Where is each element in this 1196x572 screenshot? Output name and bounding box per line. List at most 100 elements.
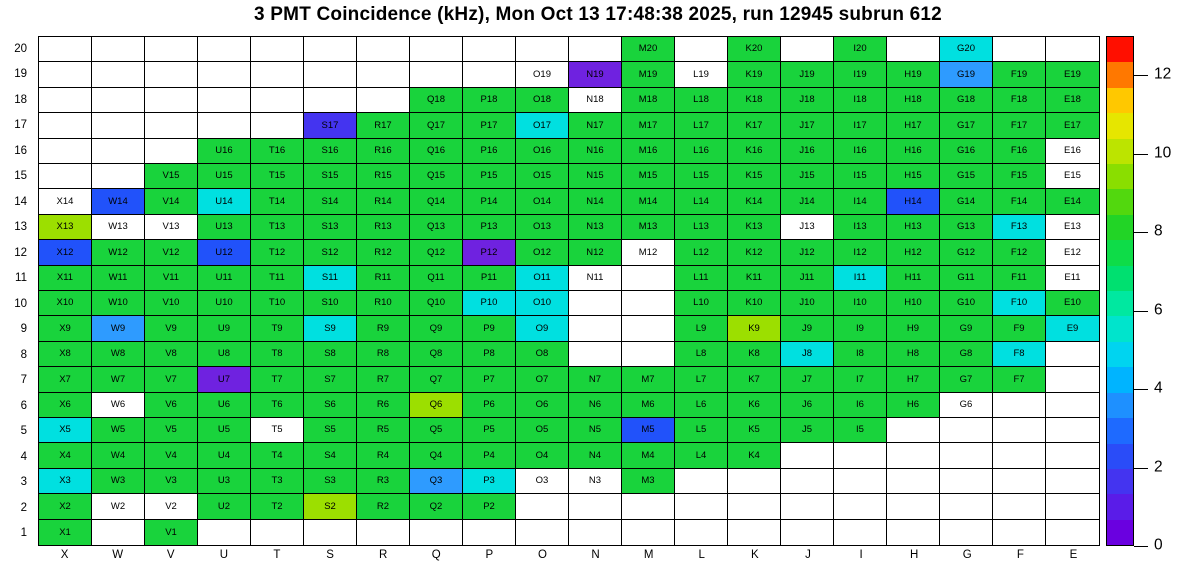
colorbar-band <box>1107 189 1133 215</box>
heatmap-cell <box>198 113 251 139</box>
colorbar-band <box>1107 468 1133 495</box>
heatmap-cell: E14 <box>1046 189 1099 215</box>
heatmap-cell <box>304 62 357 88</box>
heatmap-cell: K17 <box>728 113 781 139</box>
heatmap-cell <box>198 519 251 545</box>
heatmap-cell: T6 <box>251 392 304 418</box>
heatmap-cell <box>993 392 1046 418</box>
heatmap-cell: X5 <box>39 417 92 444</box>
heatmap-cell: X2 <box>39 494 92 520</box>
colorbar-tick <box>1134 389 1148 391</box>
heatmap-cell <box>993 37 1046 63</box>
heatmap-cell: F9 <box>993 316 1046 342</box>
heatmap-cell: Q18 <box>410 87 463 114</box>
heatmap-cell: W13 <box>92 214 145 241</box>
heatmap-cell: P14 <box>463 189 516 215</box>
heatmap-cell <box>39 113 92 139</box>
heatmap-cell: H11 <box>887 265 940 291</box>
heatmap-cell <box>1046 393 1099 418</box>
heatmap-cell <box>1046 37 1099 63</box>
heatmap-cell: O14 <box>516 189 569 215</box>
heatmap-cell: V1 <box>145 519 198 545</box>
heatmap-cell: S10 <box>304 290 357 317</box>
heatmap-cell: O15 <box>516 163 569 190</box>
heatmap-cell <box>145 62 198 88</box>
heatmap-cell: K16 <box>728 138 781 164</box>
heatmap-cell: Q9 <box>410 316 463 342</box>
heatmap-cell: M16 <box>622 138 675 164</box>
column-label: E <box>1069 549 1078 561</box>
colorbar-band <box>1107 164 1133 190</box>
heatmap-cell: W7 <box>92 367 145 393</box>
heatmap-cell: Q2 <box>410 494 463 520</box>
colorbar-tick <box>1134 467 1148 469</box>
column-label: F <box>1016 549 1024 561</box>
heatmap-cell: W9 <box>92 316 145 342</box>
heatmap-cell <box>675 519 728 545</box>
column-label: V <box>166 549 175 561</box>
heatmap-cell <box>92 87 145 114</box>
heatmap-cell: W6 <box>92 392 145 418</box>
heatmap-cell <box>251 87 304 114</box>
heatmap-cell: R10 <box>357 290 410 317</box>
heatmap-cell <box>1046 443 1099 469</box>
colorbar-band <box>1107 37 1133 63</box>
colorbar-band <box>1107 113 1133 139</box>
heatmap-cell: X6 <box>39 392 92 418</box>
heatmap-cell <box>993 519 1046 545</box>
heatmap-cell: I11 <box>834 265 887 291</box>
column-label: H <box>909 549 919 561</box>
heatmap-cell <box>622 341 675 368</box>
colorbar-gradient <box>1106 36 1134 546</box>
heatmap-cell: U4 <box>198 443 251 469</box>
heatmap-cell: E9 <box>1046 316 1099 342</box>
heatmap-cell: R17 <box>357 113 410 139</box>
heatmap-cell: O18 <box>516 87 569 114</box>
heatmap-cell: G14 <box>940 189 993 215</box>
heatmap-cell: S3 <box>304 468 357 495</box>
heatmap-cell <box>569 341 622 368</box>
heatmap-cell: R8 <box>357 341 410 368</box>
heatmap-cell: S13 <box>304 214 357 241</box>
heatmap-cell <box>675 468 728 495</box>
heatmap-cell: F12 <box>993 240 1046 266</box>
heatmap-cell: O7 <box>516 367 569 393</box>
heatmap-cell <box>569 290 622 317</box>
heatmap-cell <box>675 494 728 520</box>
heatmap-cell: U16 <box>198 138 251 164</box>
heatmap-cell: L13 <box>675 214 728 241</box>
heatmap-cell: O17 <box>516 113 569 139</box>
row-label: 10 <box>14 297 27 310</box>
heatmap-cell: S8 <box>304 341 357 368</box>
heatmap-cell: W5 <box>92 417 145 444</box>
heatmap-cell: M12 <box>622 240 675 266</box>
heatmap-cell: O10 <box>516 290 569 317</box>
heatmap-cell: N5 <box>569 417 622 444</box>
heatmap-cell: F19 <box>993 62 1046 88</box>
heatmap-cell <box>357 37 410 63</box>
heatmap-cell: K19 <box>728 62 781 88</box>
colorbar-tick <box>1134 546 1148 547</box>
heatmap-cell: L17 <box>675 113 728 139</box>
heatmap-cell: G11 <box>940 265 993 291</box>
heatmap-cell <box>728 519 781 545</box>
heatmap-cell <box>781 519 834 545</box>
heatmap-cell: V9 <box>145 316 198 342</box>
heatmap-cell: V14 <box>145 189 198 215</box>
heatmap-cell: V11 <box>145 265 198 291</box>
heatmap-cell: S11 <box>304 265 357 291</box>
heatmap-cell: R15 <box>357 163 410 190</box>
heatmap-cell <box>39 138 92 164</box>
heatmap-cell <box>569 519 622 545</box>
heatmap-cell: R5 <box>357 417 410 444</box>
heatmap-cell: S4 <box>304 443 357 469</box>
heatmap-cell: Q14 <box>410 189 463 215</box>
heatmap-cell <box>940 494 993 520</box>
heatmap-cell: N7 <box>569 367 622 393</box>
column-label: P <box>485 549 494 561</box>
heatmap-cell <box>1046 418 1099 444</box>
heatmap-cell <box>39 37 92 63</box>
heatmap-cell: M13 <box>622 214 675 241</box>
row-label: 15 <box>14 170 27 183</box>
heatmap-cell <box>198 87 251 114</box>
